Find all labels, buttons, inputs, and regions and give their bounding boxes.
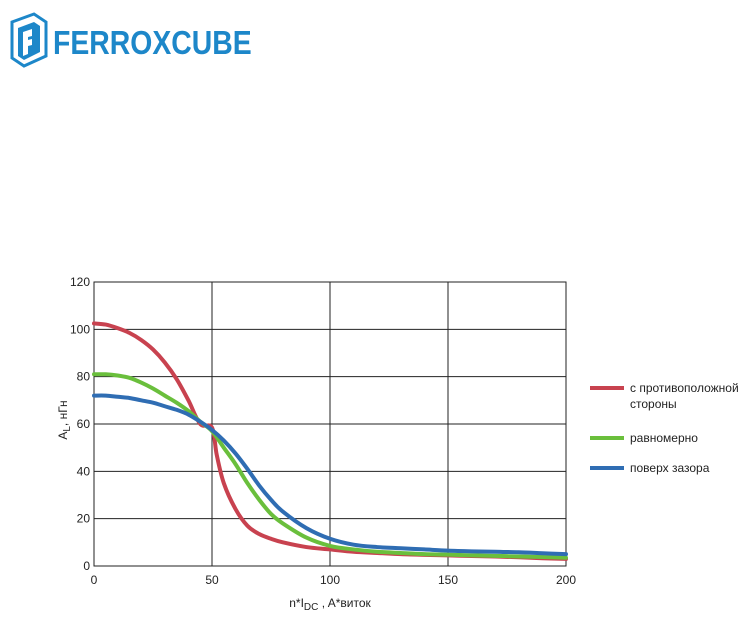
y-tick-label: 20 bbox=[77, 512, 91, 526]
y-tick-label: 100 bbox=[70, 322, 90, 336]
brand-name: FERROXCUBE bbox=[53, 24, 252, 61]
ferroxcube-logo: FERROXCUBE bbox=[8, 12, 258, 72]
tick-labels: 0 20 40 60 80 100 120 0 50 100 150 200 bbox=[70, 275, 576, 587]
y-tick-label: 80 bbox=[77, 370, 91, 384]
legend-label-1: стороны bbox=[630, 397, 677, 411]
x-tick-label: 200 bbox=[556, 573, 576, 587]
legend-label-1: с противоположной bbox=[630, 381, 739, 395]
x-axis-label: n*IDC , A*виток bbox=[289, 596, 371, 613]
y-tick-label: 40 bbox=[77, 464, 91, 478]
y-axis-label: AL, нГн bbox=[56, 400, 73, 439]
y-tick-label: 60 bbox=[77, 417, 91, 431]
cube-icon bbox=[10, 12, 48, 68]
legend: с противоположной стороны равномерно поверх… bbox=[590, 381, 739, 475]
y-tick-label: 0 bbox=[83, 559, 90, 573]
legend-label-3: поверх зазора bbox=[630, 461, 710, 475]
grid bbox=[93, 281, 567, 567]
x-tick-label: 150 bbox=[438, 573, 458, 587]
series-line-3 bbox=[92, 393, 568, 557]
x-tick-label: 50 bbox=[205, 573, 219, 587]
series-line-2 bbox=[92, 372, 568, 560]
series-lines bbox=[92, 321, 568, 561]
legend-label-2: равномерно bbox=[630, 431, 698, 445]
x-tick-label: 100 bbox=[320, 573, 340, 587]
x-tick-label: 0 bbox=[91, 573, 98, 587]
y-tick-label: 120 bbox=[70, 275, 90, 289]
